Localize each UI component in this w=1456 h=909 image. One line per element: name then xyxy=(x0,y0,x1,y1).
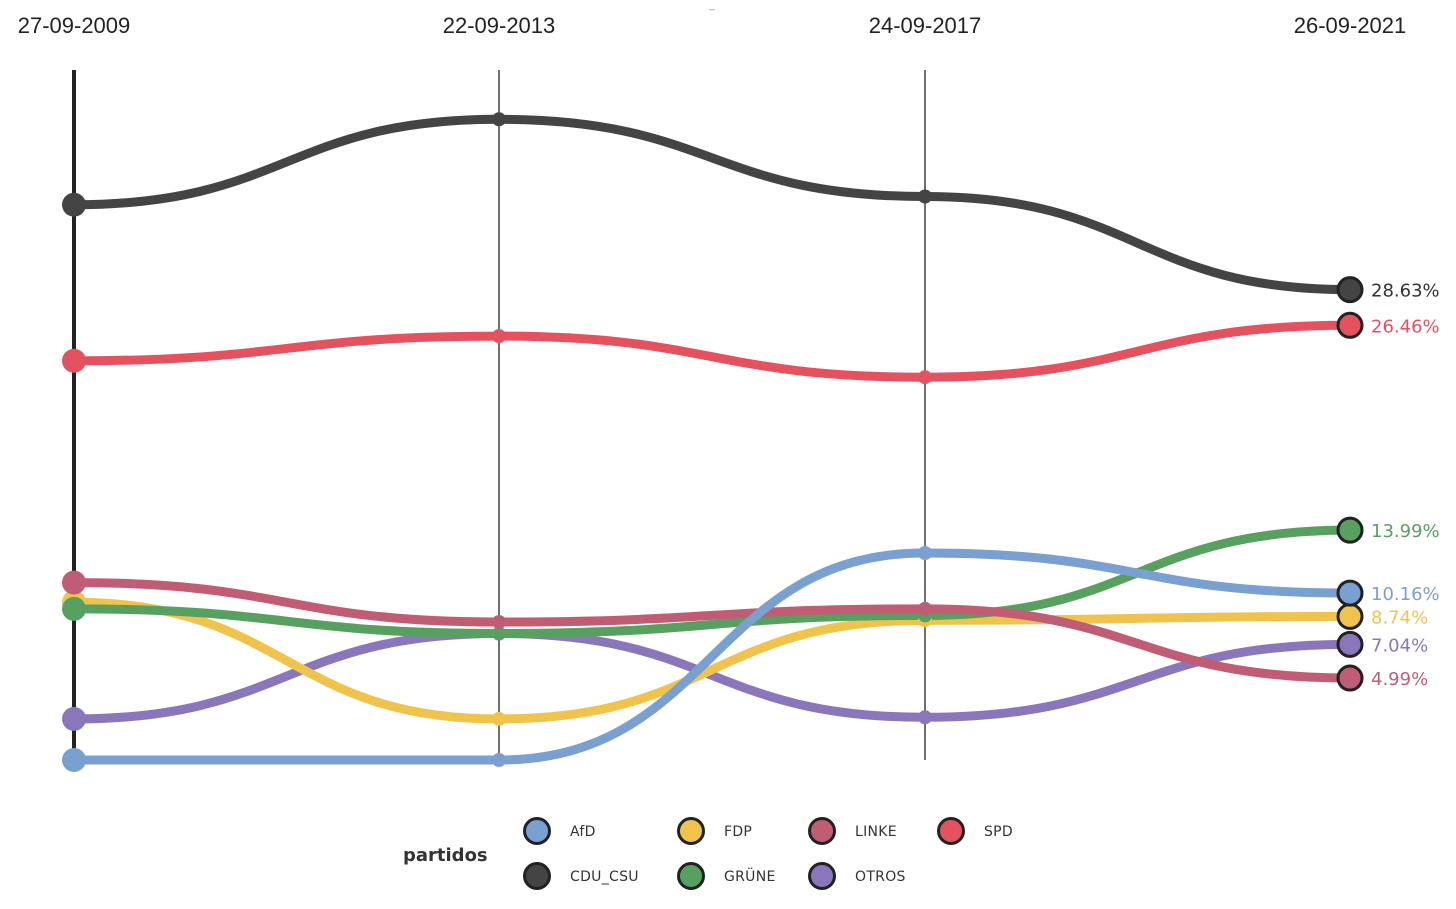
legend-label-otros[interactable]: OTROS xyxy=(855,869,906,885)
point-afd-0 xyxy=(62,748,86,772)
legend-swatch-spd[interactable] xyxy=(937,817,965,845)
point-spd-2 xyxy=(918,370,932,385)
series-line-linke xyxy=(69,578,1355,683)
point-spd-3 xyxy=(1336,311,1364,339)
point-afd-2 xyxy=(918,546,932,560)
point-gr-ne-3 xyxy=(1336,516,1364,544)
point-otros-3 xyxy=(1336,630,1364,658)
date-label-22-09-2013: 22-09-2013 xyxy=(443,13,556,38)
point-afd-3 xyxy=(1336,579,1364,607)
legend-swatch-otros[interactable] xyxy=(808,862,836,890)
end-label-spd: 26.46% xyxy=(1371,316,1440,337)
point-otros-2 xyxy=(918,710,932,725)
end-label-afd: 10.16% xyxy=(1371,584,1440,605)
series-lines xyxy=(69,114,1355,765)
point-fdp-3 xyxy=(1336,602,1364,630)
point-cdu-csu-3 xyxy=(1336,276,1364,304)
end-label-cdu-csu: 28.63% xyxy=(1371,281,1440,302)
legend-label-fdp[interactable]: FDP xyxy=(724,824,752,840)
point-linke-0 xyxy=(62,570,86,595)
series-line-otros xyxy=(69,628,1355,724)
point-linke-3 xyxy=(1336,664,1364,692)
end-label-linke: 4.99% xyxy=(1371,669,1428,690)
end-label-fdp: 8.74% xyxy=(1371,607,1428,628)
point-spd-1 xyxy=(492,329,506,344)
legend-swatch-fdp[interactable] xyxy=(677,817,705,845)
point-spd-0 xyxy=(62,348,86,373)
legend-label-afd[interactable]: AfD xyxy=(570,824,596,840)
point-fdp-1 xyxy=(492,711,506,726)
series-points xyxy=(62,112,1364,772)
point-gr-ne-0 xyxy=(62,596,86,621)
legend-label-gr-ne[interactable]: GRÜNE xyxy=(724,867,776,885)
point-cdu-csu-2 xyxy=(918,189,932,204)
point-linke-1 xyxy=(492,615,506,629)
series-line-spd xyxy=(69,320,1355,382)
legend-swatch-gr-ne[interactable] xyxy=(677,862,705,890)
legend-swatch-linke[interactable] xyxy=(808,817,836,845)
point-afd-1 xyxy=(492,753,506,767)
legend-label-spd[interactable]: SPD xyxy=(984,824,1013,840)
top-tick-mark: _ xyxy=(709,0,715,11)
end-label-otros: 7.04% xyxy=(1371,635,1428,656)
legend-title: partidos xyxy=(403,845,488,866)
date-labels: 27-09-2009 22-09-2013 24-09-2017 26-09-2021 xyxy=(18,13,1407,38)
date-label-26-09-2021: 26-09-2021 xyxy=(1294,13,1407,38)
date-label-27-09-2009: 27-09-2009 xyxy=(18,13,131,38)
legend-label-cdu-csu[interactable]: CDU_CSU xyxy=(570,869,639,885)
date-label-24-09-2017: 24-09-2017 xyxy=(869,13,982,38)
end-label-gr-ne: 13.99% xyxy=(1371,521,1440,542)
end-value-labels: 7.04% 8.74% 13.99% 4.99% 10.16% 26.46% 28.63% xyxy=(1371,281,1440,690)
point-cdu-csu-0 xyxy=(62,192,86,217)
legend-label-linke[interactable]: LINKE xyxy=(855,824,897,840)
series-line-afd xyxy=(69,548,1355,765)
legend: partidos AfD FDP LINKE SPD CDU_CSU GRÜNE OTROS xyxy=(403,817,1013,890)
legend-swatch-cdu-csu[interactable] xyxy=(523,862,551,890)
series-line-cdu-csu xyxy=(69,114,1355,295)
point-linke-2 xyxy=(918,601,932,616)
point-otros-0 xyxy=(62,706,86,731)
point-cdu-csu-1 xyxy=(492,112,506,127)
point-gr-ne-1 xyxy=(492,626,506,641)
legend-swatch-afd[interactable] xyxy=(523,817,551,845)
time-axes xyxy=(72,70,926,760)
